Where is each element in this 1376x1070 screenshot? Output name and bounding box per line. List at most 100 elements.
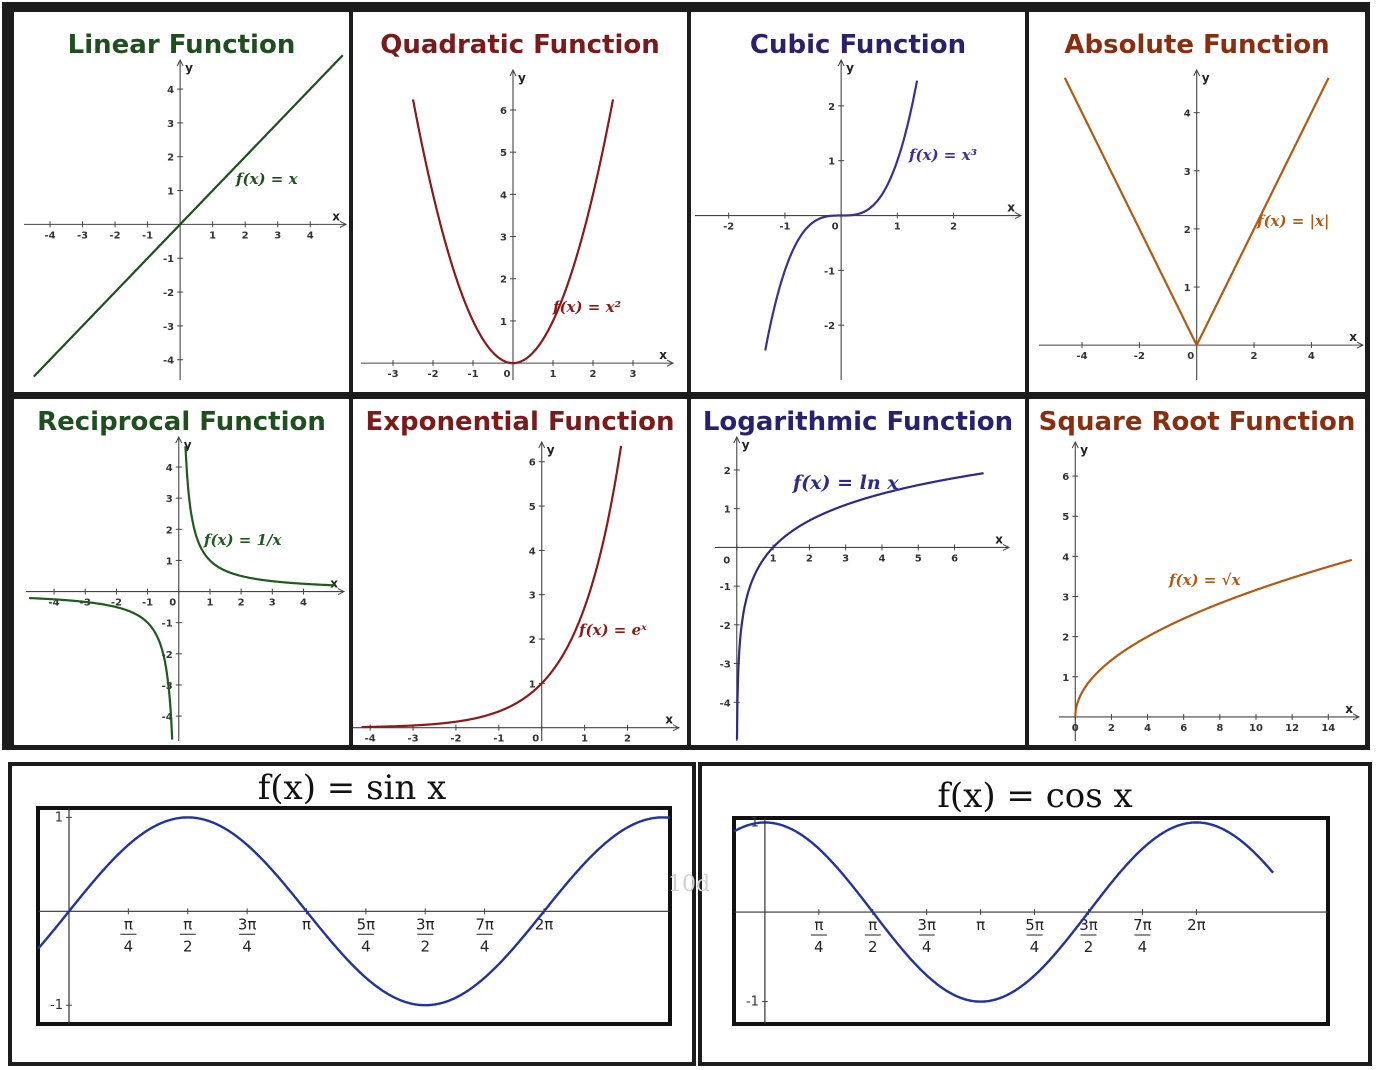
x-tick-label: -3 — [80, 598, 91, 609]
x-tick-label: -1 — [779, 222, 790, 233]
x-tick-label: 3 — [630, 369, 637, 380]
x-tick-label: π — [976, 916, 985, 934]
y-axis-label: y — [1202, 71, 1210, 85]
y-tick-label: 2 — [1062, 633, 1069, 644]
reciprocal-function-plot: x y -4 -3 -2 -1 0 1 2 3 4 -4 -3 -2 -1 1 2 3 4 f(x) = 1/x — [26, 435, 346, 741]
x-tick-label-denominator: 4 — [814, 938, 824, 956]
y-axis-arrow — [176, 58, 184, 67]
y-tick-label: -1 — [746, 995, 759, 1010]
x-tick-label: 3π — [238, 915, 257, 933]
x-axis-label: x — [1349, 330, 1357, 344]
square-root-function-panel: Square Root Function x y 0 2 4 6 8 10 12 14 1 2 3 4 5 6… — [1029, 399, 1365, 745]
y-tick-label: 1 — [828, 157, 835, 168]
function-label: f(x) = ln x — [791, 472, 899, 494]
x-tick-label: 1 — [581, 734, 588, 745]
x-tick-label: 3π — [416, 915, 435, 933]
function-curve — [28, 596, 174, 740]
quadratic-function-plot: x y -3 -2 -1 0 1 2 3 1 2 3 4 5 6 f(x) = x² — [361, 68, 675, 380]
x-tick-label: 1 — [209, 230, 216, 241]
panel-title: Quadratic Function — [380, 30, 660, 60]
x-tick-label: 1 — [770, 553, 777, 564]
panel-title: Exponential Function — [365, 407, 675, 437]
x-tick-label: π — [868, 916, 877, 934]
x-tick-label: π — [124, 915, 133, 933]
y-tick-label: -1 — [50, 998, 63, 1013]
y-tick-label: 5 — [1062, 512, 1069, 523]
x-tick-label: 4 — [878, 553, 885, 564]
x-axis-label: x — [332, 209, 340, 223]
y-tick-label: -3 — [720, 660, 731, 671]
y-tick-label: 3 — [166, 494, 173, 505]
y-tick-label: 1 — [724, 505, 731, 516]
x-tick-label: -4 — [44, 230, 55, 241]
y-tick-label: -1 — [720, 582, 731, 593]
y-tick-label: 1 — [1184, 283, 1191, 294]
y-tick-label: 6 — [1062, 472, 1069, 483]
y-tick-label: 3 — [529, 591, 536, 602]
watermark-text: 10d — [668, 872, 711, 897]
x-tick-label: 0 — [1187, 351, 1194, 362]
y-tick-label: 3 — [167, 119, 174, 130]
x-axis-arrow — [337, 588, 346, 596]
x-axis-arrow — [1356, 341, 1365, 349]
x-tick-label: 3 — [274, 230, 281, 241]
y-axis-label: y — [185, 61, 193, 75]
x-tick-label: 2π — [535, 915, 554, 933]
sine-title: f(x) = sin x — [257, 768, 447, 808]
y-tick-label: -4 — [720, 698, 731, 709]
panel-title: Absolute Function — [1064, 30, 1330, 60]
cubic-function-plot: x y -2 -1 0 1 2 -2 -1 1 2 f(x) = x³ — [695, 58, 1023, 380]
x-tick-label: 4 — [1308, 351, 1315, 362]
absolute-function-plot: x y -4 -2 0 2 4 1 2 3 4 f(x) = |x| — [1039, 68, 1365, 380]
function-label: f(x) = √x — [1168, 571, 1241, 589]
absolute-function-panel: Absolute Function x y -4 -2 0 2 4 1 2 3 4 f(x) = |x… — [1029, 12, 1365, 392]
x-tick-label: 2 — [624, 734, 631, 745]
x-tick-label: -1 — [142, 230, 153, 241]
y-tick-label: -2 — [824, 321, 835, 332]
x-axis-label: x — [995, 532, 1003, 546]
y-tick-label: 4 — [1062, 552, 1069, 563]
x-tick-label: 10 — [1249, 723, 1263, 734]
function-label: f(x) = x² — [552, 298, 622, 316]
x-tick-label: -4 — [49, 598, 60, 609]
y-tick-label: 1 — [55, 810, 63, 825]
x-tick-label: -3 — [77, 230, 88, 241]
x-axis-arrow — [666, 359, 675, 367]
x-tick-label: -2 — [1134, 351, 1145, 362]
y-tick-label: -4 — [163, 356, 174, 367]
linear-function-panel: Linear Function x y -4 -3 -2 -1 1 2 3 4 -4 -3 -2 -1 1 2… — [14, 12, 349, 392]
x-tick-label: 5π — [357, 915, 376, 933]
y-axis-arrow — [733, 435, 741, 444]
x-tick-label-denominator: 4 — [922, 938, 932, 956]
x-tick-label: 6 — [1180, 723, 1187, 734]
y-tick-label: 4 — [166, 463, 173, 474]
function-curve — [37, 816, 671, 1007]
x-tick-label: 3π — [1079, 916, 1098, 934]
y-axis-label: y — [1080, 443, 1088, 457]
function-curve — [411, 99, 615, 365]
x-tick-label-denominator: 2 — [420, 937, 430, 955]
x-tick-label: -1 — [467, 369, 478, 380]
cubic-function-panel: Cubic Function x y -2 -1 0 1 2 -2 -1 1 2 f(x) = x³ — [691, 12, 1025, 392]
function-curve — [33, 54, 344, 378]
x-axis-label: x — [330, 577, 338, 591]
y-tick-label: 5 — [500, 148, 507, 159]
panel-title: Square Root Function — [1038, 407, 1356, 437]
x-tick-label: -2 — [427, 369, 438, 380]
y-tick-label: 2 — [167, 153, 174, 164]
function-curve — [184, 446, 336, 587]
x-tick-label: -4 — [365, 734, 376, 745]
x-axis-label: x — [1007, 201, 1015, 215]
y-tick-label: -3 — [163, 322, 174, 333]
x-tick-label: 2 — [806, 553, 813, 564]
y-tick-label: 4 — [167, 85, 174, 96]
x-axis-arrow — [1002, 543, 1011, 551]
y-axis-arrow — [509, 68, 517, 77]
function-label: f(x) = x³ — [908, 146, 978, 164]
x-tick-label: -2 — [111, 598, 122, 609]
plot-frame — [732, 816, 1330, 1026]
y-tick-label: 2 — [1184, 225, 1191, 236]
function-curve — [735, 472, 985, 740]
x-tick-label: 3 — [842, 553, 849, 564]
